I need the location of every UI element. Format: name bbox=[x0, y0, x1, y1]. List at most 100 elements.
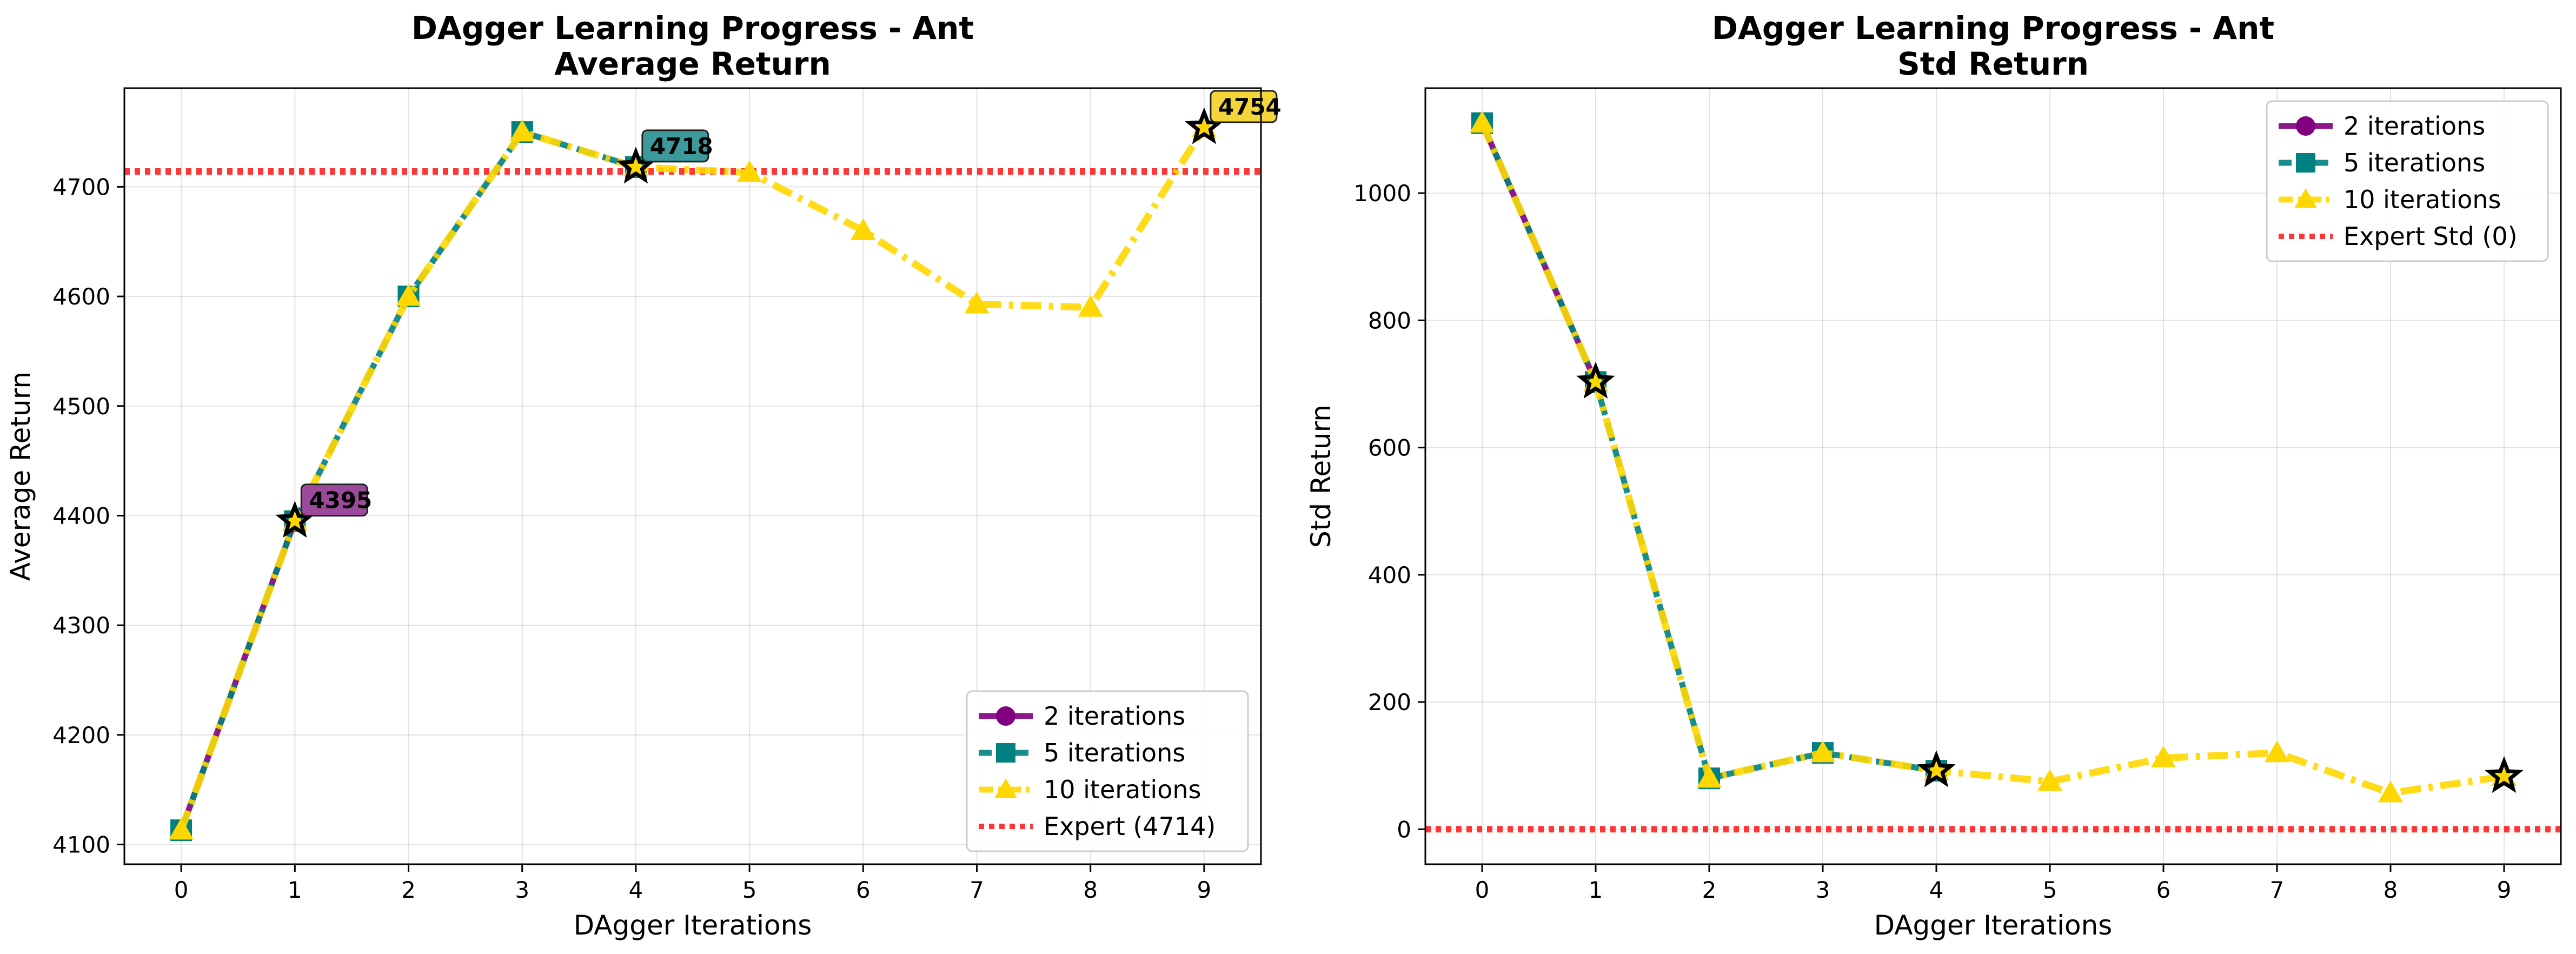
data-point bbox=[2265, 740, 2289, 763]
legend-label: 2 iterations bbox=[1044, 701, 1185, 731]
legend-box bbox=[2266, 100, 2549, 262]
plot-frame bbox=[1424, 87, 2562, 865]
chart-title: DAgger Learning Progress - Ant bbox=[411, 10, 974, 47]
x-tick-label: 6 bbox=[2156, 877, 2171, 903]
data-point bbox=[1470, 110, 1495, 132]
legend-entry: 2 iterations bbox=[979, 701, 1185, 731]
legend-marker bbox=[996, 706, 1015, 726]
value-annotation: 4395 bbox=[300, 483, 372, 517]
chart-subtitle: Average Return bbox=[554, 45, 831, 82]
x-tick-label: 9 bbox=[2497, 877, 2512, 903]
legend-marker bbox=[2296, 153, 2315, 173]
legend-label: 5 iterations bbox=[1044, 738, 1185, 767]
annotation-box bbox=[1210, 90, 1278, 123]
x-tick-label: 4 bbox=[629, 877, 643, 903]
y-tick-label: 4200 bbox=[52, 722, 110, 748]
x-tick-label: 5 bbox=[2043, 877, 2057, 903]
x-tick-label: 6 bbox=[856, 877, 871, 903]
series-line bbox=[1479, 122, 2505, 797]
best-star-marker bbox=[2485, 756, 2524, 793]
data-point bbox=[1078, 295, 1103, 317]
legend-entry: 2 iterations bbox=[2279, 111, 2485, 141]
legend-label: 10 iterations bbox=[1044, 775, 1201, 804]
legend: 2 iterations 5 iterations 10 iterations Exp… bbox=[966, 690, 1249, 852]
annotation-box bbox=[300, 483, 368, 517]
x-tick-label: 8 bbox=[2384, 877, 2398, 903]
x-tick-label: 9 bbox=[1197, 877, 1212, 903]
annotation-label: 4718 bbox=[650, 133, 713, 160]
y-tick-label: 4400 bbox=[52, 502, 110, 529]
y-tick-label: 400 bbox=[1368, 562, 1411, 588]
legend-marker bbox=[996, 743, 1015, 763]
legend-marker bbox=[2296, 116, 2315, 136]
legend-marker bbox=[994, 778, 1017, 798]
plot-frame bbox=[123, 87, 1262, 865]
data-point bbox=[737, 160, 762, 182]
chart-title: DAgger Learning Progress - Ant bbox=[1712, 10, 2274, 47]
x-tick-label: 8 bbox=[1083, 877, 1098, 903]
chart-average-return: DAgger Learning Progress - Ant Average R… bbox=[5, 10, 1282, 941]
chart-subtitle: Std Return bbox=[1897, 45, 2089, 82]
data-point bbox=[396, 284, 421, 306]
x-tick-label: 4 bbox=[1929, 877, 1944, 903]
legend: 2 iterations 5 iterations 10 iterations Exp… bbox=[2266, 100, 2549, 262]
legend-entry: Expert (4714) bbox=[979, 812, 1216, 841]
x-tick-label: 0 bbox=[174, 877, 189, 903]
x-tick-label: 3 bbox=[1816, 877, 1830, 903]
y-tick-label: 1000 bbox=[1353, 180, 1411, 207]
value-annotation: 4754 bbox=[1210, 90, 1282, 123]
legend-entry: 10 iterations bbox=[2279, 185, 2501, 214]
legend-label: Expert (4714) bbox=[1044, 812, 1216, 841]
y-axis-label: Std Return bbox=[1305, 405, 1337, 548]
legend-entry: Expert Std (0) bbox=[2279, 222, 2518, 251]
data-point bbox=[2151, 745, 2176, 767]
data-point bbox=[964, 292, 990, 314]
x-tick-label: 2 bbox=[1702, 877, 1717, 903]
value-annotation: 4718 bbox=[641, 129, 713, 163]
y-tick-label: 0 bbox=[1397, 816, 1411, 843]
y-tick-label: 4300 bbox=[52, 612, 110, 639]
series-line bbox=[177, 125, 1207, 832]
data-point bbox=[2037, 769, 2062, 791]
data-point bbox=[169, 818, 194, 840]
x-tick-label: 7 bbox=[970, 877, 984, 903]
x-tick-label: 3 bbox=[515, 877, 529, 903]
y-axis-label: Average Return bbox=[5, 372, 36, 581]
y-tick-label: 200 bbox=[1368, 689, 1411, 716]
data-point bbox=[2378, 780, 2403, 803]
data-point bbox=[1697, 766, 1722, 788]
best-star-marker bbox=[1917, 750, 1956, 787]
legend-label: 5 iterations bbox=[2343, 148, 2485, 177]
legend-entry: 5 iterations bbox=[979, 738, 1185, 767]
y-tick-label: 4700 bbox=[52, 174, 110, 200]
y-tick-label: 800 bbox=[1368, 307, 1411, 334]
chart-std-return: DAgger Learning Progress - Ant Std Retur… bbox=[1305, 10, 2562, 941]
annotation-label: 4754 bbox=[1218, 94, 1282, 120]
y-tick-label: 4600 bbox=[52, 283, 110, 310]
data-point bbox=[851, 218, 876, 240]
y-tick-label: 600 bbox=[1368, 435, 1411, 461]
legend-label: 2 iterations bbox=[2343, 111, 2485, 141]
x-axis-label: DAgger Iterations bbox=[574, 910, 812, 941]
legend-marker bbox=[2294, 188, 2317, 208]
data-point bbox=[509, 120, 535, 142]
legend-entry: 10 iterations bbox=[979, 775, 1201, 804]
legend-box bbox=[966, 690, 1249, 852]
x-tick-label: 5 bbox=[742, 877, 757, 903]
x-tick-label: 1 bbox=[288, 877, 302, 903]
best-star-marker bbox=[1576, 361, 1615, 399]
annotation-label: 4395 bbox=[309, 487, 372, 514]
y-tick-label: 4100 bbox=[52, 832, 110, 858]
legend-label: 10 iterations bbox=[2343, 185, 2501, 214]
x-tick-label: 2 bbox=[401, 877, 416, 903]
x-tick-label: 1 bbox=[1589, 877, 1603, 903]
x-axis-label: DAgger Iterations bbox=[1874, 910, 2113, 941]
legend-label: Expert Std (0) bbox=[2343, 222, 2518, 251]
annotation-box bbox=[641, 129, 709, 163]
x-tick-label: 7 bbox=[2270, 877, 2285, 903]
data-point bbox=[1810, 740, 1835, 763]
y-tick-label: 4500 bbox=[52, 393, 110, 420]
x-tick-label: 0 bbox=[1475, 877, 1490, 903]
legend-entry: 5 iterations bbox=[2279, 148, 2485, 177]
